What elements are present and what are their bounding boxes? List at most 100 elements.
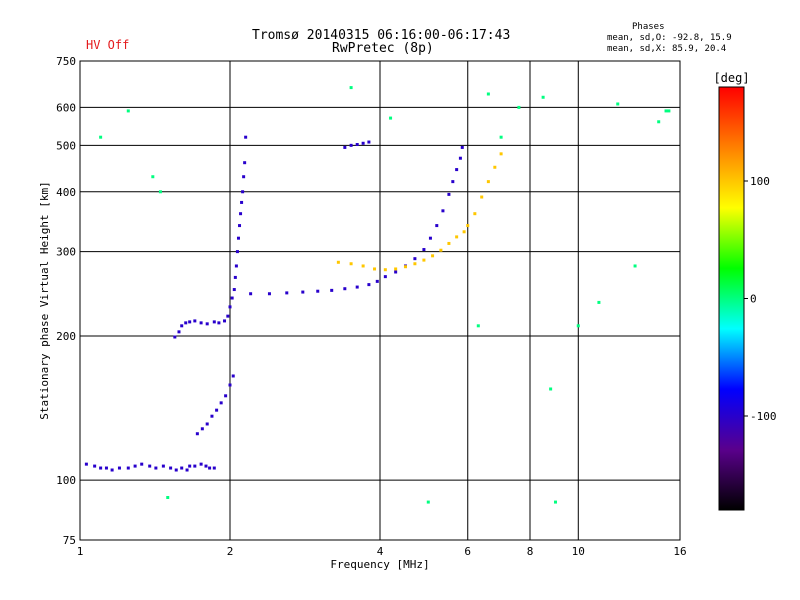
echo-point [493,165,497,169]
echo-point [426,500,430,504]
echo-point [117,466,121,470]
x-tick-label: 2 [227,545,234,558]
echo-point [239,212,243,216]
echo-point [158,190,162,194]
echo-point [316,289,320,293]
echo-point [238,224,242,228]
echo-point [541,95,545,99]
echo-point [664,109,668,113]
echo-point [180,466,184,470]
y-tick-label: 100 [56,474,76,487]
echo-point [375,279,379,283]
echo-point [99,466,103,470]
echo-point [84,462,88,466]
hv-status: HV Off [86,38,130,52]
echo-point [193,464,197,468]
echo-point [234,264,238,268]
x-tick-label: 4 [377,545,384,558]
echo-point [301,290,305,294]
colorbar-tick-label: 0 [750,293,757,306]
echo-point [466,224,470,228]
x-axis-label: Frequency [MHz] [330,558,429,571]
echo-point [244,135,248,139]
echo-point [403,265,407,269]
echo-point [232,288,236,292]
echo-point [383,275,387,279]
echo-point [394,270,398,274]
y-tick-label: 750 [56,55,76,68]
phase-o-stats: mean, sd,O: -92.8, 15.9 [607,33,732,43]
echo-point [343,287,347,291]
echo-point [460,145,464,149]
echo-point [242,175,246,179]
echo-point [235,250,239,254]
echo-point [230,296,234,300]
x-tick-label: 1 [77,545,84,558]
echo-point [126,109,130,113]
echo-point [204,464,208,468]
echo-point [140,462,144,466]
echo-point [249,292,253,296]
echo-point [240,200,244,204]
y-tick-label: 600 [56,101,76,114]
echo-point [212,320,216,324]
echo-point [413,262,417,266]
echo-point [126,466,130,470]
echo-point [185,468,189,472]
echo-point [243,161,247,165]
echo-point [226,314,230,318]
x-tick-label: 8 [527,545,534,558]
echo-point [355,143,359,147]
echo-point [343,145,347,149]
echo-point [616,102,620,106]
colorbar-tick-label: -100 [750,410,777,423]
echo-point [549,387,553,391]
echo-point [188,464,192,468]
echo-point [228,305,232,309]
echo-point [104,466,108,470]
echo-point [349,262,353,266]
echo-point [383,268,387,272]
echo-point [148,464,152,468]
chart-title: Tromsø 20140315 06:16:00-06:17:43 [252,28,511,43]
echo-point [219,401,223,405]
echo-point [576,324,580,328]
echo-point [422,258,426,262]
echo-point [330,288,334,292]
colorbar-label: [deg] [713,71,749,85]
echo-point [447,241,451,245]
echo-point [180,324,184,328]
echo-point [205,322,209,326]
echo-point [499,135,503,139]
echo-point [184,321,188,325]
echo-point [208,466,212,470]
echo-point [199,321,203,325]
echo-point [151,175,155,179]
echo-point [394,267,398,271]
echo-point [447,192,451,196]
echo-point [553,500,557,504]
echo-point [455,235,459,239]
echo-point [161,464,165,468]
echo-point [241,190,245,194]
echo-point [228,383,232,387]
echo-point [367,140,371,144]
echo-point [476,324,480,328]
echo-point [455,168,459,172]
echo-point [231,374,235,378]
echo-point [355,285,359,289]
echo-point [657,120,661,124]
phase-title: Phases [632,22,665,32]
echo-point [154,466,158,470]
echo-point [223,319,227,323]
echo-point [435,224,439,228]
echo-point [441,209,445,213]
x-tick-label: 6 [464,545,471,558]
echo-point [480,195,484,199]
echo-point [166,495,170,499]
echo-point [428,236,432,240]
colorbar [718,86,745,511]
echo-point [133,464,137,468]
